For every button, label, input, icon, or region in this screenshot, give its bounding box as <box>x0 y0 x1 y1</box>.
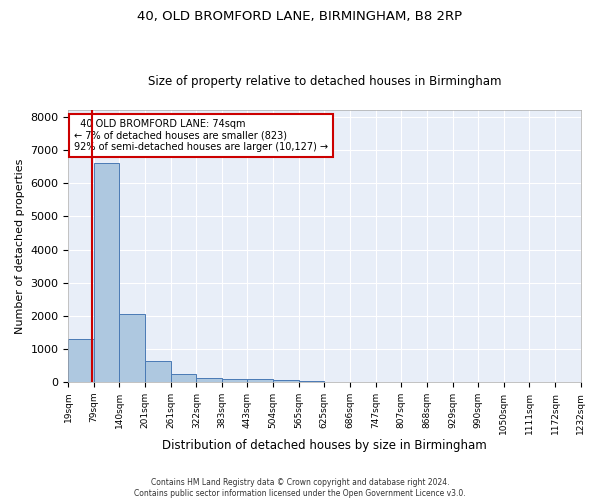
Bar <box>68 339 94 382</box>
Bar <box>119 314 145 382</box>
Bar <box>247 380 273 382</box>
Text: 40 OLD BROMFORD LANE: 74sqm
← 7% of detached houses are smaller (823)
92% of sem: 40 OLD BROMFORD LANE: 74sqm ← 7% of deta… <box>74 118 328 152</box>
Bar <box>299 381 324 382</box>
X-axis label: Distribution of detached houses by size in Birmingham: Distribution of detached houses by size … <box>162 440 487 452</box>
Bar <box>94 164 119 382</box>
Title: Size of property relative to detached houses in Birmingham: Size of property relative to detached ho… <box>148 76 501 88</box>
Bar <box>196 378 222 382</box>
Bar <box>145 360 170 382</box>
Text: 40, OLD BROMFORD LANE, BIRMINGHAM, B8 2RP: 40, OLD BROMFORD LANE, BIRMINGHAM, B8 2R… <box>137 10 463 23</box>
Bar <box>273 380 299 382</box>
Text: Contains HM Land Registry data © Crown copyright and database right 2024.
Contai: Contains HM Land Registry data © Crown c… <box>134 478 466 498</box>
Bar <box>170 374 196 382</box>
Bar <box>222 379 247 382</box>
Y-axis label: Number of detached properties: Number of detached properties <box>15 158 25 334</box>
